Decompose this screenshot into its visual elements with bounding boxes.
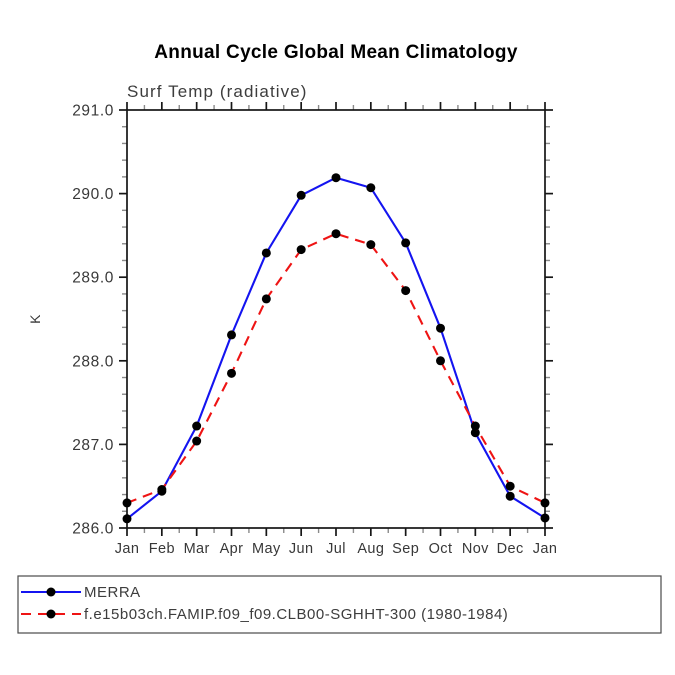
chart-title: Annual Cycle Global Mean Climatology: [154, 42, 518, 63]
data-point: [261, 294, 271, 304]
axis-ticks: [119, 102, 553, 536]
y-axis-label: K: [27, 314, 43, 324]
data-point: [331, 229, 341, 239]
x-tick-label: Aug: [357, 541, 384, 557]
data-point: [227, 330, 236, 340]
legend-sample-marker: [46, 587, 56, 597]
data-point: [157, 485, 167, 495]
data-point: [540, 498, 550, 508]
x-tick-label: Feb: [149, 541, 175, 557]
data-point: [366, 240, 376, 250]
x-tick-label: Jan: [533, 541, 558, 557]
data-point: [296, 190, 306, 200]
series-line: [126, 176, 546, 520]
legend-label: f.e15b03ch.FAMIP.f09_f09.CLB00-SGHHT-300…: [84, 606, 508, 623]
data-point: [401, 286, 411, 296]
data-point: [470, 421, 480, 431]
x-tick-label: Apr: [220, 541, 244, 557]
plot-frame: [126, 109, 546, 529]
legend-box: [17, 575, 662, 634]
data-point: [331, 173, 341, 183]
y-tick-label: 288.0: [72, 353, 114, 370]
x-tick-label: Mar: [184, 541, 210, 557]
data-point: [436, 356, 445, 366]
series-line: [126, 232, 546, 504]
data-point: [366, 183, 376, 193]
x-tick-label: Jan: [115, 541, 140, 557]
data-point: [436, 323, 445, 333]
data-point: [192, 421, 202, 431]
axis-tick-labels: 286.0 287.0 288.0 289.0 290.0 291.0 Jan Feb Mar A…: [72, 103, 557, 558]
data-point: [470, 428, 480, 438]
legend-sample-marker: [46, 609, 56, 619]
x-tick-label: Jul: [326, 541, 346, 557]
data-series: [122, 173, 550, 524]
data-point: [505, 491, 515, 501]
x-tick-label: Jun: [289, 541, 314, 557]
x-tick-label: May: [252, 541, 281, 557]
data-point: [261, 248, 271, 258]
data-point: [227, 368, 236, 378]
chart-subtitle: Surf Temp (radiative): [127, 82, 308, 101]
y-tick-label: 287.0: [72, 437, 114, 454]
x-tick-label: Dec: [497, 541, 524, 557]
data-point: [192, 436, 202, 446]
y-tick-label: 286.0: [72, 521, 114, 538]
data-point: [122, 498, 132, 508]
x-tick-label: Sep: [392, 541, 419, 557]
data-point: [540, 513, 550, 523]
y-tick-label: 290.0: [72, 186, 114, 203]
axes-frame: [126, 109, 546, 529]
y-tick-label: 289.0: [72, 270, 114, 287]
series-model: [122, 229, 550, 508]
legend: MERRA f.e15b03ch.FAMIP.f09_f09.CLB00-SGHH…: [17, 575, 662, 634]
data-point: [122, 514, 132, 524]
x-tick-label: Nov: [462, 541, 489, 557]
data-point: [401, 238, 411, 248]
legend-label: MERRA: [84, 584, 141, 601]
data-point: [505, 481, 515, 491]
x-tick-label: Oct: [429, 541, 453, 557]
data-point: [296, 245, 306, 255]
y-tick-label: 291.0: [72, 103, 114, 120]
series-merra: [122, 173, 550, 524]
